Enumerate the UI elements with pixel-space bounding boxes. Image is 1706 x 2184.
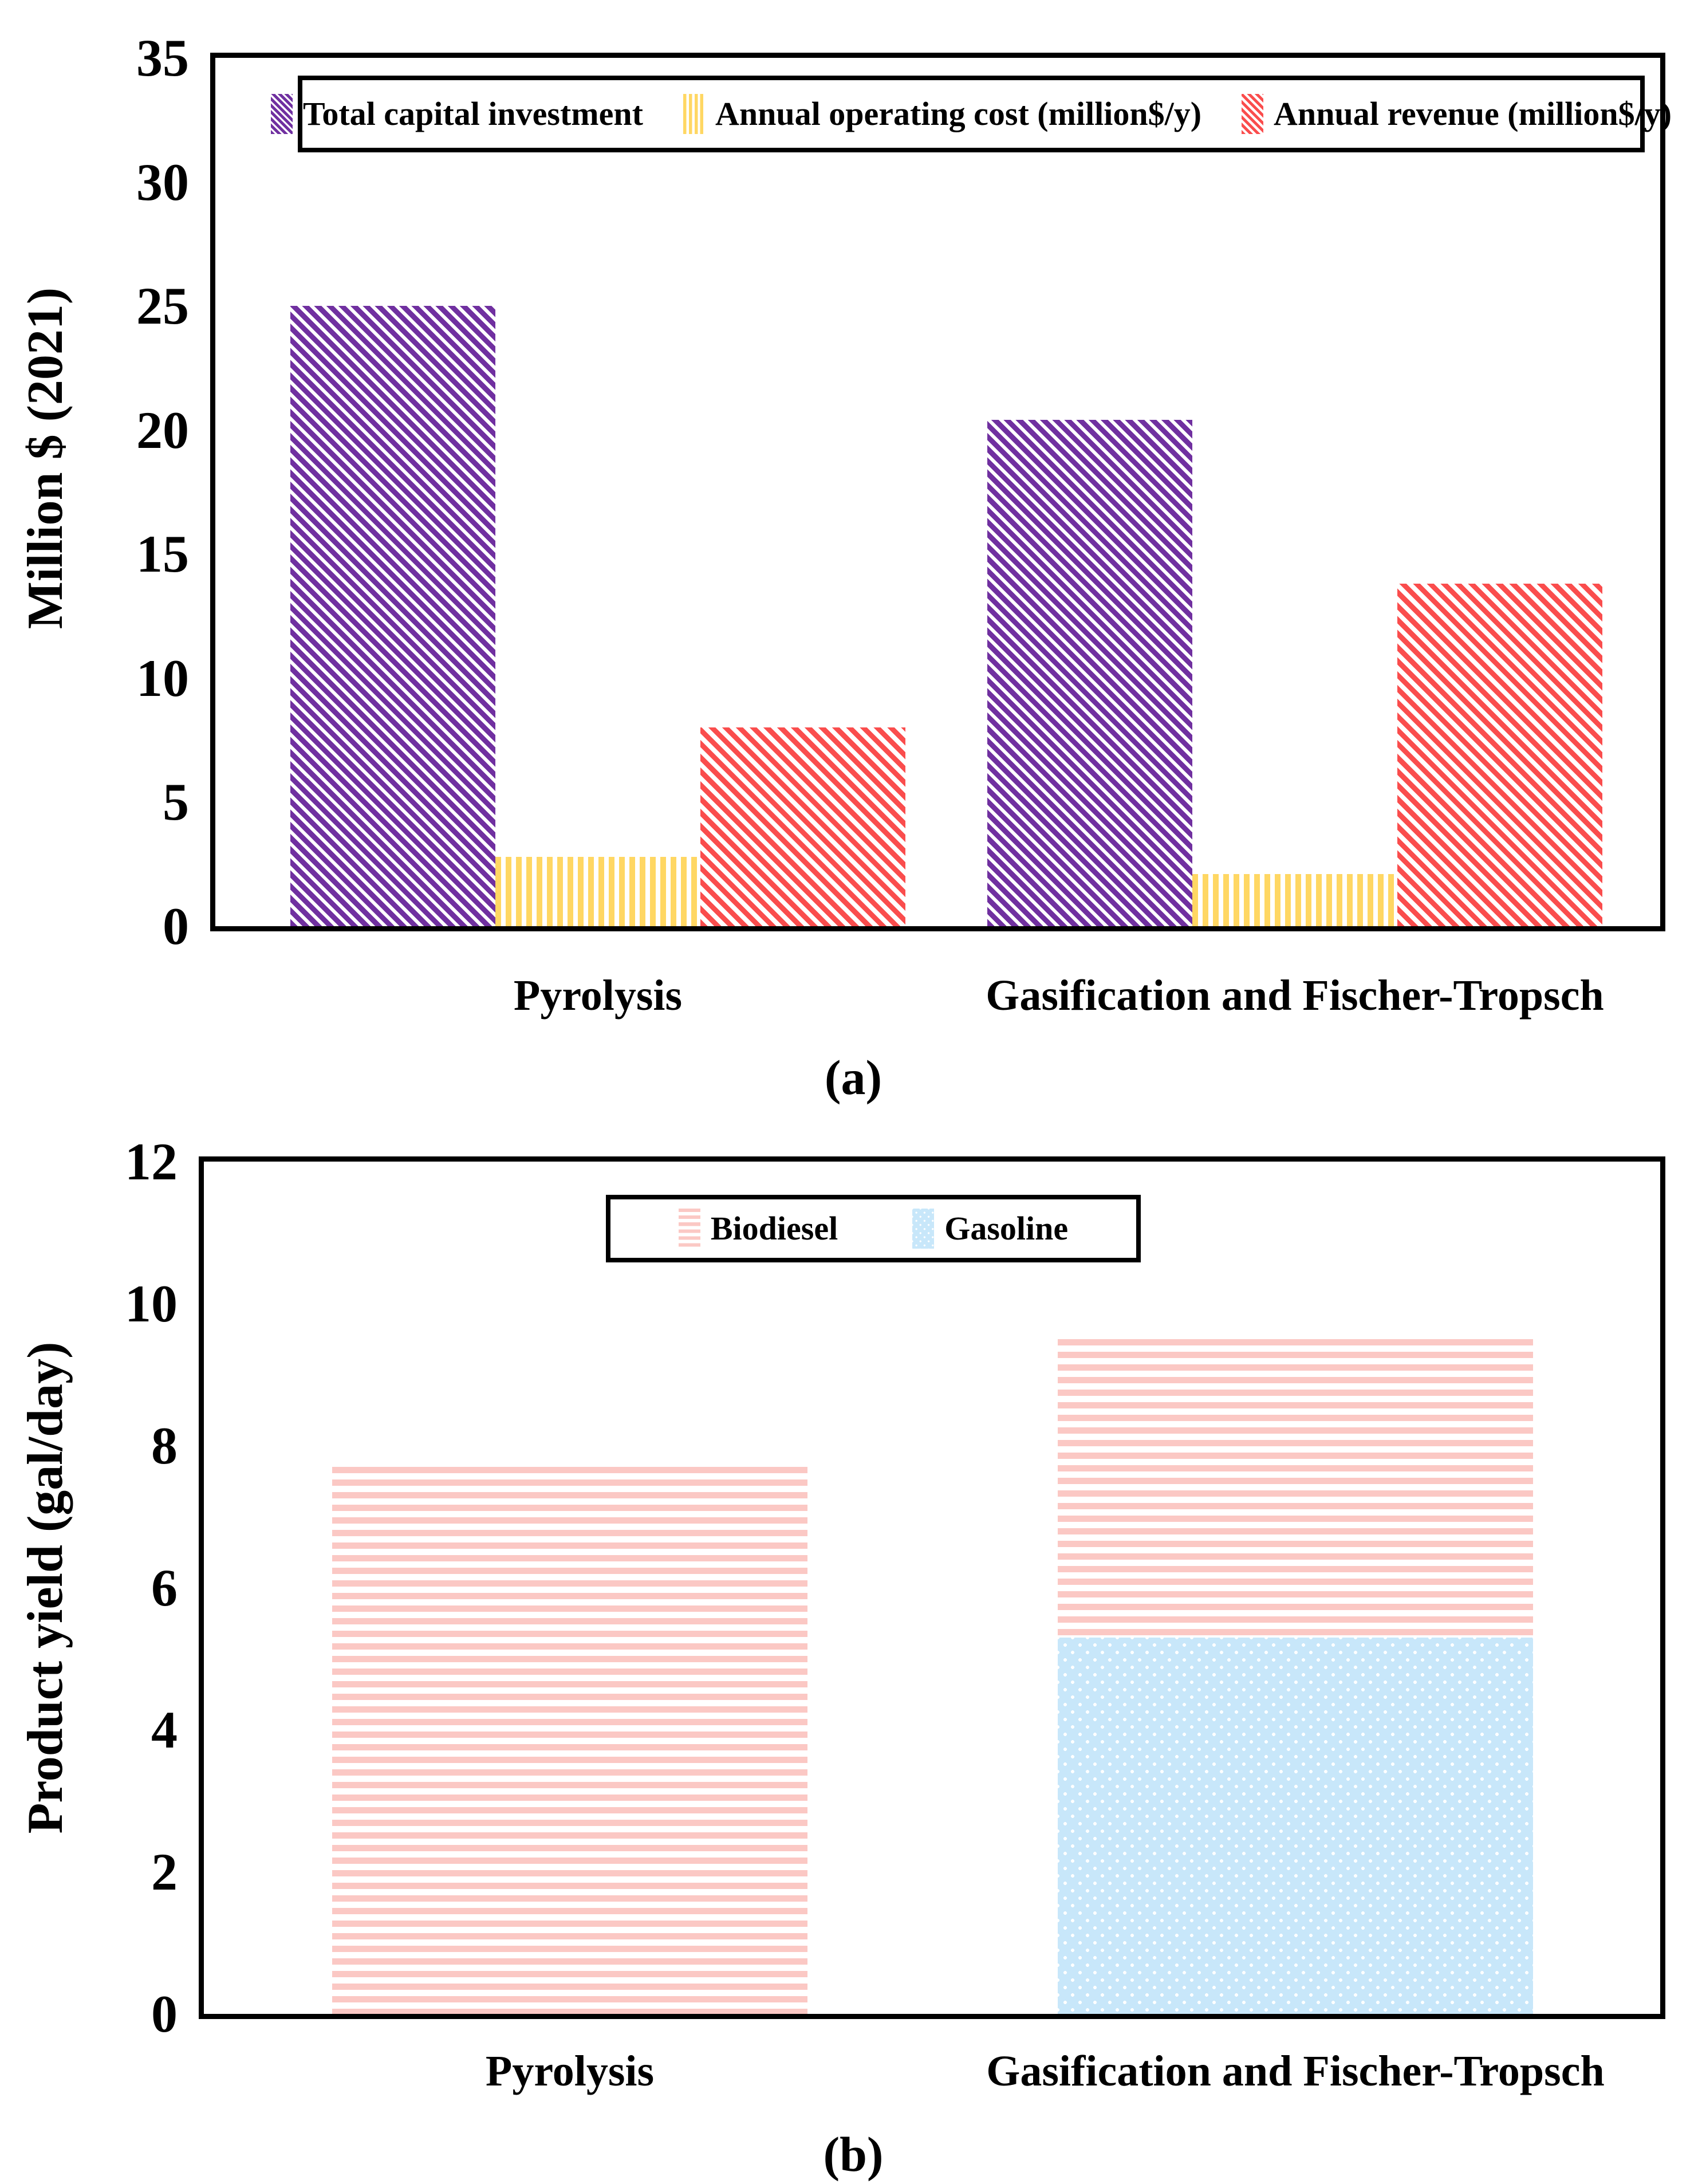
legend-swatch-annual-operating-cost-million-y-icon bbox=[683, 94, 705, 134]
bar-a-pyrolysis-annual-revenue-million-y bbox=[700, 727, 905, 926]
bar-a-gasification-and-fischer-tropsch-total-capital-investment bbox=[987, 420, 1192, 926]
legend-label-biodiesel: Biodiesel bbox=[710, 1210, 838, 1247]
y-tick-b-12: 12 bbox=[125, 1132, 178, 1191]
bar-a-pyrolysis-total-capital-investment bbox=[290, 306, 495, 926]
y-tick-a-5: 5 bbox=[163, 773, 189, 832]
y-tick-b-2: 2 bbox=[151, 1843, 178, 1901]
caption-a: (a) bbox=[824, 1050, 882, 1105]
x-category-a-pyrolysis: Pyrolysis bbox=[513, 971, 683, 1020]
legend-item-gasoline: Gasoline bbox=[912, 1209, 1068, 1249]
y-tick-a-35: 35 bbox=[136, 29, 189, 87]
legend-swatch-gasoline-icon bbox=[912, 1209, 935, 1249]
y-tick-b-0: 0 bbox=[151, 1985, 178, 2043]
legend-label-gasoline: Gasoline bbox=[944, 1210, 1069, 1247]
legend-swatch-annual-revenue-million-y-icon bbox=[1242, 94, 1264, 134]
chart-b-legend: Biodiesel Gasoline bbox=[606, 1195, 1141, 1262]
legend-label-annual-revenue-million-y: Annual revenue (million$/y) bbox=[1274, 95, 1672, 132]
y-tick-b-4: 4 bbox=[151, 1701, 178, 1759]
y-tick-a-20: 20 bbox=[136, 400, 189, 459]
legend-swatch-biodiesel-icon bbox=[678, 1209, 700, 1249]
legend-label-total-capital-investment: Total capital investment bbox=[302, 95, 643, 132]
bar-b-pyrolysis-biodiesel bbox=[332, 1467, 807, 2014]
chart-a-plot-area bbox=[210, 53, 1665, 931]
y-tick-a-10: 10 bbox=[136, 648, 189, 707]
x-category-b-pyrolysis: Pyrolysis bbox=[485, 2047, 655, 2095]
bar-a-gasification-and-fischer-tropsch-annual-revenue-million-y bbox=[1397, 584, 1602, 926]
y-tick-a-30: 30 bbox=[136, 152, 189, 211]
legend-label-annual-operating-cost-million-y: Annual operating cost (million$/y) bbox=[715, 95, 1202, 132]
x-category-a-gasification-and-fischer-tropsch: Gasification and Fischer-Tropsch bbox=[986, 971, 1604, 1020]
bar-a-gasification-and-fischer-tropsch-annual-operating-cost-million-y bbox=[1192, 874, 1397, 926]
bar-b-gasification-and-fischer-tropsch-biodiesel bbox=[1058, 1339, 1533, 1638]
bar-a-pyrolysis-annual-operating-cost-million-y bbox=[495, 857, 700, 926]
y-tick-b-8: 8 bbox=[151, 1416, 178, 1475]
y-tick-b-6: 6 bbox=[151, 1559, 178, 1617]
chart-b-plot-area bbox=[199, 1156, 1665, 2019]
legend-item-annual-revenue-million-y: Annual revenue (million$/y) bbox=[1242, 94, 1672, 134]
y-tick-a-15: 15 bbox=[136, 525, 189, 584]
y-tick-b-10: 10 bbox=[125, 1274, 178, 1333]
legend-item-annual-operating-cost-million-y: Annual operating cost (million$/y) bbox=[683, 94, 1201, 134]
caption-b: (b) bbox=[823, 2127, 884, 2182]
chart-a-legend: Total capital investment Annual operating… bbox=[270, 76, 1672, 152]
bar-b-gasification-and-fischer-tropsch-gasoline bbox=[1058, 1638, 1533, 2014]
y-tick-a-25: 25 bbox=[136, 277, 189, 336]
legend-item-total-capital-investment: Total capital investment bbox=[270, 94, 643, 134]
legend-swatch-total-capital-investment-icon bbox=[270, 94, 293, 134]
y-tick-a-0: 0 bbox=[163, 897, 189, 955]
legend-item-biodiesel: Biodiesel bbox=[678, 1209, 838, 1249]
x-category-b-gasification-and-fischer-tropsch: Gasification and Fischer-Tropsch bbox=[986, 2047, 1605, 2095]
